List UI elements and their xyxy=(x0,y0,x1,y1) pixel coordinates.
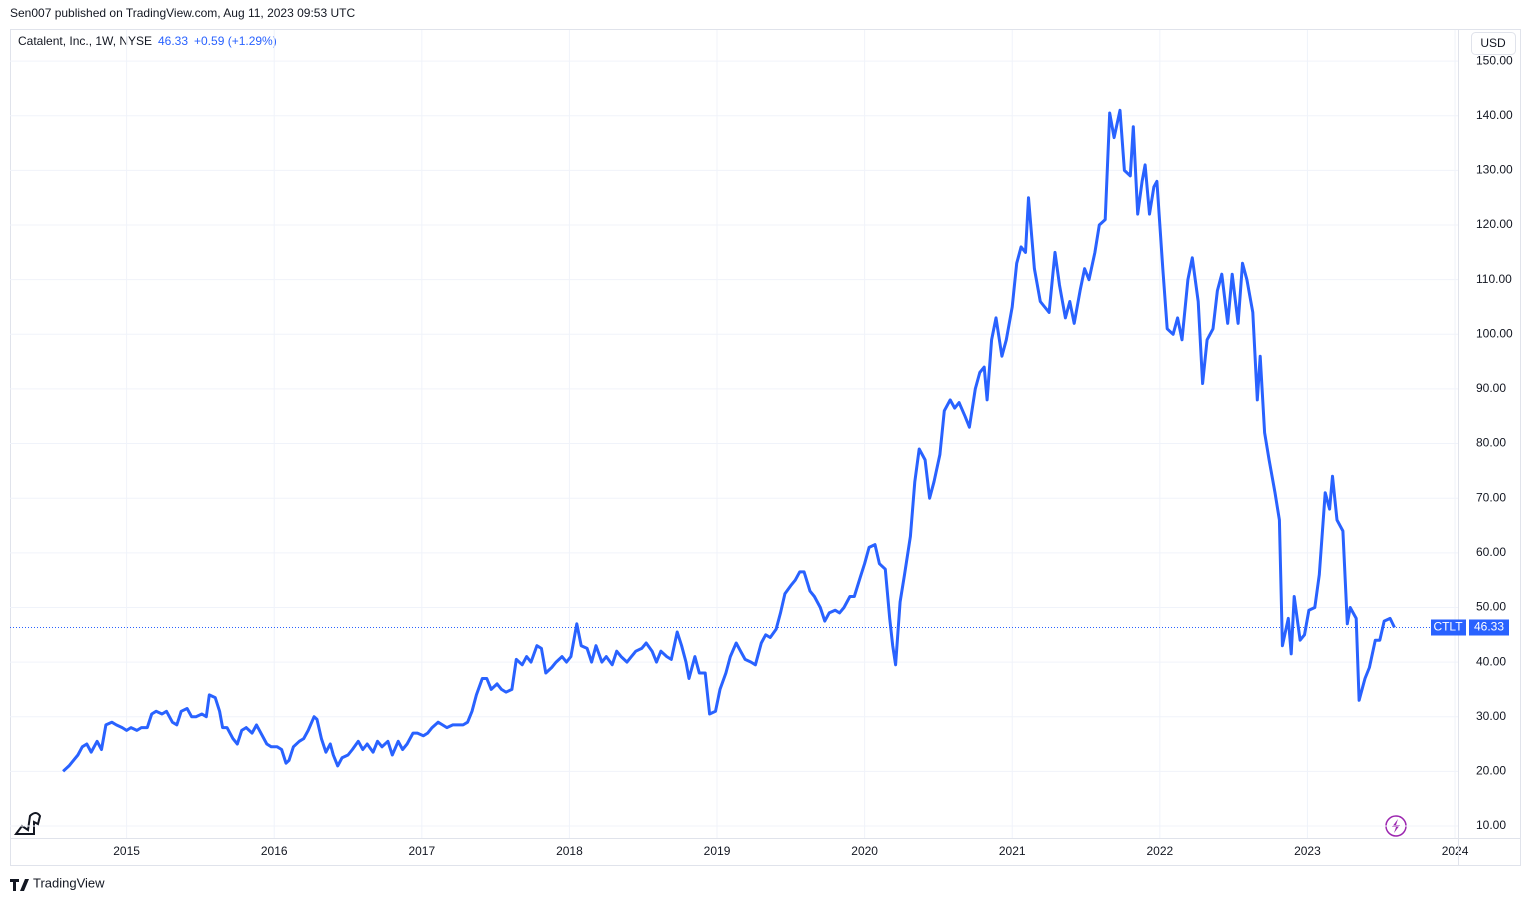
y-tick-label: 130.00 xyxy=(1476,163,1513,177)
x-tick-label: 2023 xyxy=(1294,844,1321,858)
grid xyxy=(10,30,1458,838)
y-tick-label: 50.00 xyxy=(1476,600,1506,614)
y-tick-label: 40.00 xyxy=(1476,654,1506,668)
x-tick-label: 2020 xyxy=(851,844,878,858)
x-tick-label: 2017 xyxy=(408,844,435,858)
currency-button[interactable] xyxy=(1471,32,1516,55)
chart-frame xyxy=(10,29,1521,866)
y-tick-label: 20.00 xyxy=(1476,764,1506,778)
y-tick-label: 90.00 xyxy=(1476,381,1506,395)
x-tick-label: 2022 xyxy=(1146,844,1173,858)
x-tick-label: 2016 xyxy=(261,844,288,858)
symbol-label: CTLT xyxy=(1433,620,1463,634)
logo-icon xyxy=(14,812,42,835)
y-tick-label: 100.00 xyxy=(1476,326,1513,340)
x-tick-label: 2021 xyxy=(999,844,1026,858)
price-line xyxy=(62,108,1396,773)
x-tick-label: 2019 xyxy=(704,844,731,858)
x-tick-label: 2018 xyxy=(556,844,583,858)
y-tick-label: 70.00 xyxy=(1476,490,1506,504)
publish-header: Sen007 published on TradingView.com, Aug… xyxy=(10,6,355,20)
header-change: +0.59 (+1.29%) xyxy=(194,34,277,48)
header-price: 46.33 xyxy=(158,34,188,48)
brand-icon xyxy=(10,879,29,891)
y-tick-label: 150.00 xyxy=(1476,53,1513,67)
currency-label[interactable]: USD xyxy=(1480,36,1506,50)
price-badge xyxy=(1469,619,1509,636)
y-tick-label: 30.00 xyxy=(1476,709,1506,723)
y-tick-label: 120.00 xyxy=(1476,217,1513,231)
price-label: 46.33 xyxy=(1474,620,1504,634)
y-tick-label: 140.00 xyxy=(1476,108,1513,122)
y-tick-label: 110.00 xyxy=(1476,272,1512,286)
symbol-badge xyxy=(1431,619,1466,636)
y-tick-label: 80.00 xyxy=(1476,436,1506,450)
y-tick-label: 10.00 xyxy=(1476,818,1506,832)
x-tick-label: 2024 xyxy=(1442,844,1469,858)
y-tick-label: 60.00 xyxy=(1476,545,1506,559)
chart-title: Catalent, Inc., 1W, NYSE xyxy=(18,34,152,48)
brand-name: TradingView xyxy=(33,875,105,890)
x-tick-label: 2015 xyxy=(113,844,140,858)
